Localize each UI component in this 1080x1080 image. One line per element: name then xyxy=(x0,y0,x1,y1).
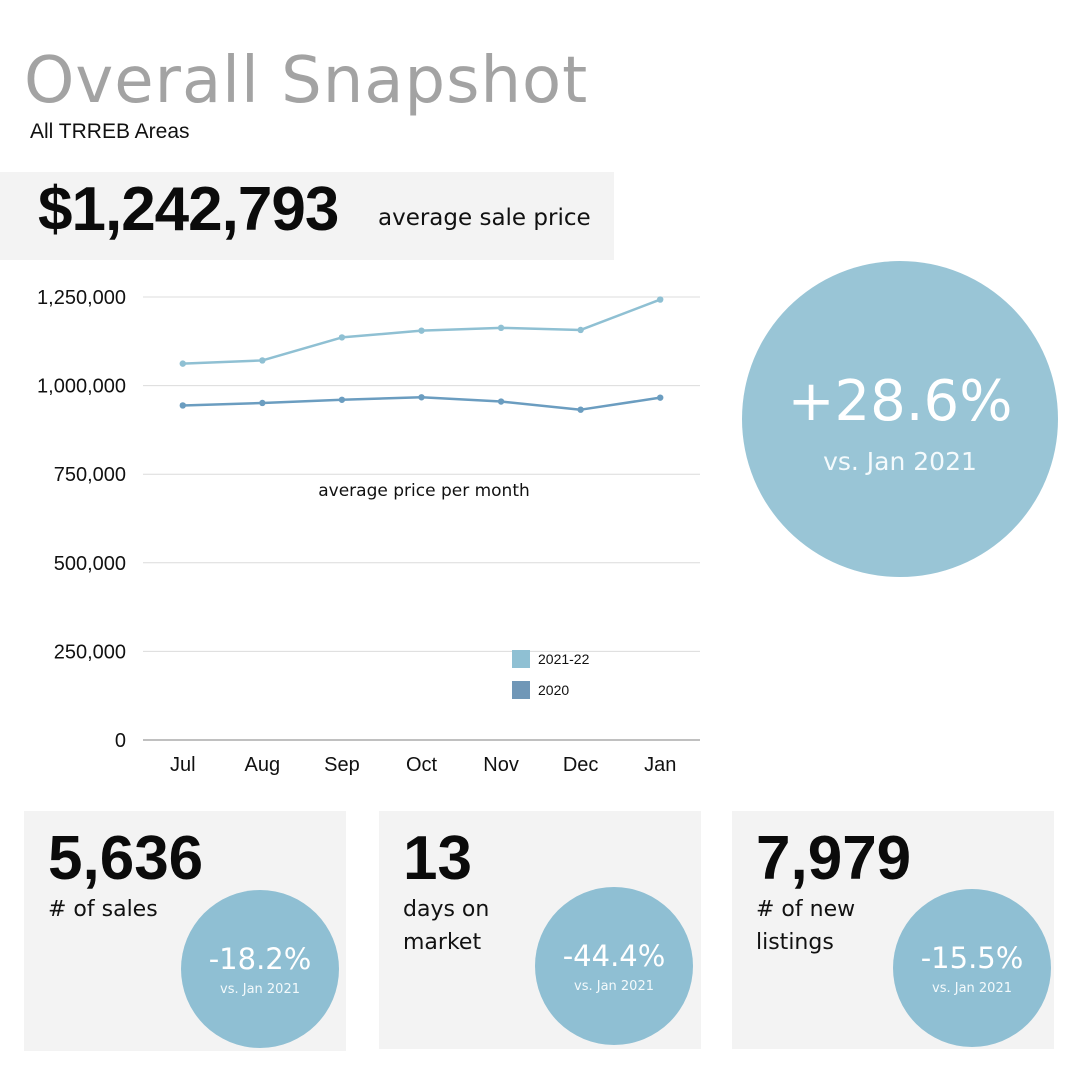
data-point xyxy=(338,396,346,403)
average-price-label: average sale price xyxy=(378,205,591,231)
average-price-value: $1,242,793 xyxy=(38,175,339,244)
days-on-market-label: days on market xyxy=(403,897,490,955)
data-point xyxy=(657,394,664,401)
data-point xyxy=(497,324,505,332)
data-point xyxy=(497,398,505,405)
page-title: Overall Snapshot xyxy=(24,44,589,118)
data-point xyxy=(259,399,266,407)
y-tick-label: 0 xyxy=(115,730,126,752)
x-tick-label: Jan xyxy=(644,754,676,776)
x-tick-label: Dec xyxy=(563,754,599,776)
new-listings-change-circle: -15.5% vs. Jan 2021 xyxy=(893,889,1051,1047)
average-price-panel: $1,242,793 average sale price xyxy=(0,172,614,260)
sales-label: # of sales xyxy=(48,897,158,922)
sales-stat-card: 5,636 # of sales -18.2% vs. Jan 2021 xyxy=(24,811,346,1051)
days-on-market-change-percent: -44.4% xyxy=(562,939,666,973)
new-listings-stat-card: 7,979 # of new listings -15.5% vs. Jan 2… xyxy=(732,811,1054,1049)
data-point xyxy=(179,360,186,367)
legend-swatch xyxy=(512,650,530,668)
new-listings-label: # of new listings xyxy=(756,897,856,955)
x-tick-label: Aug xyxy=(245,754,281,776)
y-tick-label: 1,000,000 xyxy=(37,376,126,398)
chart-title: average price per month xyxy=(318,481,530,501)
days-on-market-value: 13 xyxy=(403,824,472,893)
days-on-market-change-comparison: vs. Jan 2021 xyxy=(574,979,654,994)
days-on-market-stat-card: 13 days on market -44.4% vs. Jan 2021 xyxy=(379,811,701,1049)
x-tick-label: Nov xyxy=(483,754,519,776)
legend-label: 2020 xyxy=(538,682,569,698)
new-listings-count: 7,979 xyxy=(756,824,912,893)
y-tick-label: 500,000 xyxy=(54,553,126,575)
page-subtitle: All TRREB Areas xyxy=(30,120,190,143)
x-tick-label: Oct xyxy=(406,754,438,776)
data-point xyxy=(179,402,186,409)
data-point xyxy=(577,326,584,334)
yoy-change-percent: +28.6% xyxy=(787,369,1013,434)
yoy-change-circle: +28.6% vs. Jan 2021 xyxy=(742,261,1058,577)
legend-label: 2021-22 xyxy=(538,651,590,667)
sales-count: 5,636 xyxy=(48,824,204,893)
x-tick-label: Jul xyxy=(170,754,196,776)
days-on-market-change-circle: -44.4% vs. Jan 2021 xyxy=(535,887,693,1045)
yoy-change-comparison: vs. Jan 2021 xyxy=(823,447,977,476)
average-price-line-chart: 0 250,000 500,000 750,000 1,000,000 1,250,000… xyxy=(37,287,700,776)
x-tick-label: Sep xyxy=(324,754,360,776)
y-tick-label: 250,000 xyxy=(54,641,126,663)
new-listings-change-comparison: vs. Jan 2021 xyxy=(932,981,1012,996)
new-listings-change-percent: -15.5% xyxy=(920,941,1024,975)
data-point xyxy=(259,357,266,364)
sales-change-percent: -18.2% xyxy=(208,942,312,976)
y-tick-label: 750,000 xyxy=(54,464,126,486)
sales-change-comparison: vs. Jan 2021 xyxy=(220,982,300,997)
data-point xyxy=(338,334,346,341)
sales-change-circle: -18.2% vs. Jan 2021 xyxy=(181,890,339,1048)
data-point xyxy=(418,327,425,334)
y-tick-label: 1,250,000 xyxy=(37,287,126,309)
data-point xyxy=(418,394,425,401)
data-point xyxy=(577,406,584,413)
legend-swatch xyxy=(512,681,530,699)
data-point xyxy=(657,296,664,303)
